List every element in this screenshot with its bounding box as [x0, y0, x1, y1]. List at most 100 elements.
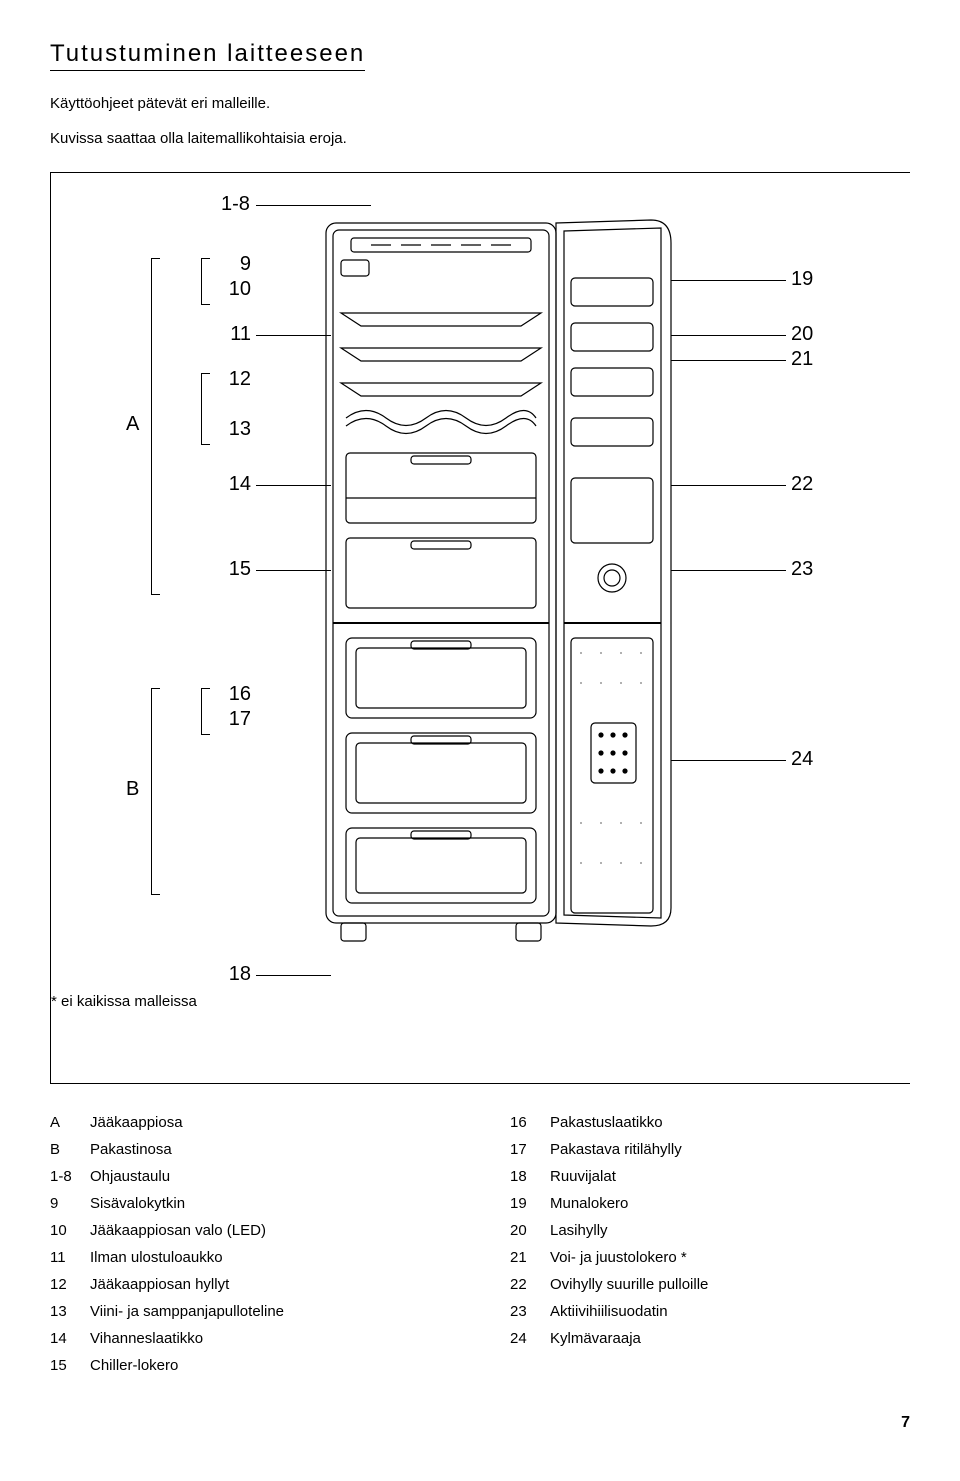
legend-key: 15: [50, 1357, 90, 1374]
legend-key: 16: [510, 1114, 550, 1131]
fridge-diagram: [321, 218, 681, 958]
legend-row: 16Pakastuslaatikko: [510, 1114, 910, 1131]
legend-value: Aktiivihiilisuodatin: [550, 1303, 668, 1320]
leader-1-8: [256, 205, 371, 206]
callout-17: 17: [211, 708, 251, 731]
legend-value: Sisävalokytkin: [90, 1195, 185, 1212]
legend-key: 20: [510, 1222, 550, 1239]
legend-key: 10: [50, 1222, 90, 1239]
legend-key: 19: [510, 1195, 550, 1212]
legend-key: 9: [50, 1195, 90, 1212]
bracket-9-10: [201, 258, 210, 305]
label-section-b: B: [126, 778, 139, 801]
legend-key: 18: [510, 1168, 550, 1185]
legend-value: Pakastava ritilähylly: [550, 1141, 682, 1158]
callout-13: 13: [211, 418, 251, 441]
legend-value: Pakastuslaatikko: [550, 1114, 663, 1131]
callout-23: 23: [791, 558, 831, 581]
legend-value: Lasihylly: [550, 1222, 608, 1239]
callout-19: 19: [791, 268, 831, 291]
legend-row: 15Chiller-lokero: [50, 1357, 450, 1374]
leader-18: [256, 975, 331, 976]
legend-value: Jääkaappiosa: [90, 1114, 183, 1131]
legend-value: Ilman ulostuloaukko: [90, 1249, 223, 1266]
legend-value: Pakastinosa: [90, 1141, 172, 1158]
intro-line-1: Käyttöohjeet pätevät eri malleille.: [50, 95, 910, 112]
page-title: Tutustuminen laitteeseen: [50, 40, 365, 71]
callout-22: 22: [791, 473, 831, 496]
legend-key: 23: [510, 1303, 550, 1320]
bracket-12-13: [201, 373, 210, 445]
legend: AJääkaappiosaBPakastinosa1-8Ohjaustaulu9…: [50, 1114, 910, 1384]
legend-row: 22Ovihylly suurille pulloille: [510, 1276, 910, 1293]
legend-value: Voi- ja juustolokero *: [550, 1249, 687, 1266]
legend-key: 24: [510, 1330, 550, 1347]
callout-11: 11: [211, 323, 251, 346]
leader-20: [671, 335, 786, 336]
leader-24: [671, 760, 786, 761]
page-number: 7: [50, 1414, 910, 1432]
legend-key: A: [50, 1114, 90, 1131]
legend-row: 14Vihanneslaatikko: [50, 1330, 450, 1347]
legend-col-left: AJääkaappiosaBPakastinosa1-8Ohjaustaulu9…: [50, 1114, 450, 1384]
legend-row: 17Pakastava ritilähylly: [510, 1141, 910, 1158]
intro-line-2: Kuvissa saattaa olla laitemallikohtaisia…: [50, 130, 910, 147]
legend-row: 10Jääkaappiosan valo (LED): [50, 1222, 450, 1239]
legend-row: 19Munalokero: [510, 1195, 910, 1212]
legend-row: 21Voi- ja juustolokero *: [510, 1249, 910, 1266]
legend-key: 17: [510, 1141, 550, 1158]
legend-key: 13: [50, 1303, 90, 1320]
leader-14: [256, 485, 331, 486]
legend-row: AJääkaappiosa: [50, 1114, 450, 1131]
leader-23: [671, 570, 786, 571]
legend-key: 21: [510, 1249, 550, 1266]
legend-key: 12: [50, 1276, 90, 1293]
legend-row: 1-8Ohjaustaulu: [50, 1168, 450, 1185]
callout-15: 15: [211, 558, 251, 581]
label-section-a: A: [126, 413, 139, 436]
leader-21: [671, 360, 786, 361]
legend-value: Kylmävaraaja: [550, 1330, 641, 1347]
legend-row: 23Aktiivihiilisuodatin: [510, 1303, 910, 1320]
legend-row: 13Viini- ja samppanjapulloteline: [50, 1303, 450, 1320]
legend-value: Jääkaappiosan hyllyt: [90, 1276, 229, 1293]
leader-11: [256, 335, 331, 336]
legend-value: Ohjaustaulu: [90, 1168, 170, 1185]
callout-12: 12: [211, 368, 251, 391]
legend-key: 11: [50, 1249, 90, 1266]
legend-value: Munalokero: [550, 1195, 628, 1212]
legend-value: Ovihylly suurille pulloille: [550, 1276, 708, 1293]
legend-row: 11Ilman ulostuloaukko: [50, 1249, 450, 1266]
bracket-b: [151, 688, 160, 895]
callout-16: 16: [211, 683, 251, 706]
callout-10: 10: [211, 278, 251, 301]
legend-row: BPakastinosa: [50, 1141, 450, 1158]
callout-20: 20: [791, 323, 831, 346]
legend-row: 20Lasihylly: [510, 1222, 910, 1239]
legend-value: Viini- ja samppanjapulloteline: [90, 1303, 284, 1320]
callout-21: 21: [791, 348, 831, 371]
legend-key: 22: [510, 1276, 550, 1293]
callout-18: 18: [211, 963, 251, 986]
leader-19: [671, 280, 786, 281]
legend-key: 1-8: [50, 1168, 90, 1185]
legend-key: B: [50, 1141, 90, 1158]
intro-text: Käyttöohjeet pätevät eri malleille. Kuvi…: [50, 95, 910, 147]
bracket-16-17: [201, 688, 210, 735]
legend-value: Chiller-lokero: [90, 1357, 178, 1374]
label-range-1-8: 1-8: [221, 193, 250, 216]
leader-22: [671, 485, 786, 486]
legend-value: Jääkaappiosan valo (LED): [90, 1222, 266, 1239]
legend-key: 14: [50, 1330, 90, 1347]
diagram-frame: 1-8 A B 9 10 11 12 13 14 15 16 17 18 19 …: [50, 172, 910, 1084]
leader-15: [256, 570, 331, 571]
legend-row: 18Ruuvijalat: [510, 1168, 910, 1185]
legend-row: 24Kylmävaraaja: [510, 1330, 910, 1347]
legend-col-right: 16Pakastuslaatikko17Pakastava ritilähyll…: [510, 1114, 910, 1384]
legend-row: 12Jääkaappiosan hyllyt: [50, 1276, 450, 1293]
legend-row: 9Sisävalokytkin: [50, 1195, 450, 1212]
bracket-a: [151, 258, 160, 595]
footnote-not-all-models: * ei kaikissa malleissa: [51, 993, 197, 1010]
callout-24: 24: [791, 748, 831, 771]
legend-value: Ruuvijalat: [550, 1168, 616, 1185]
